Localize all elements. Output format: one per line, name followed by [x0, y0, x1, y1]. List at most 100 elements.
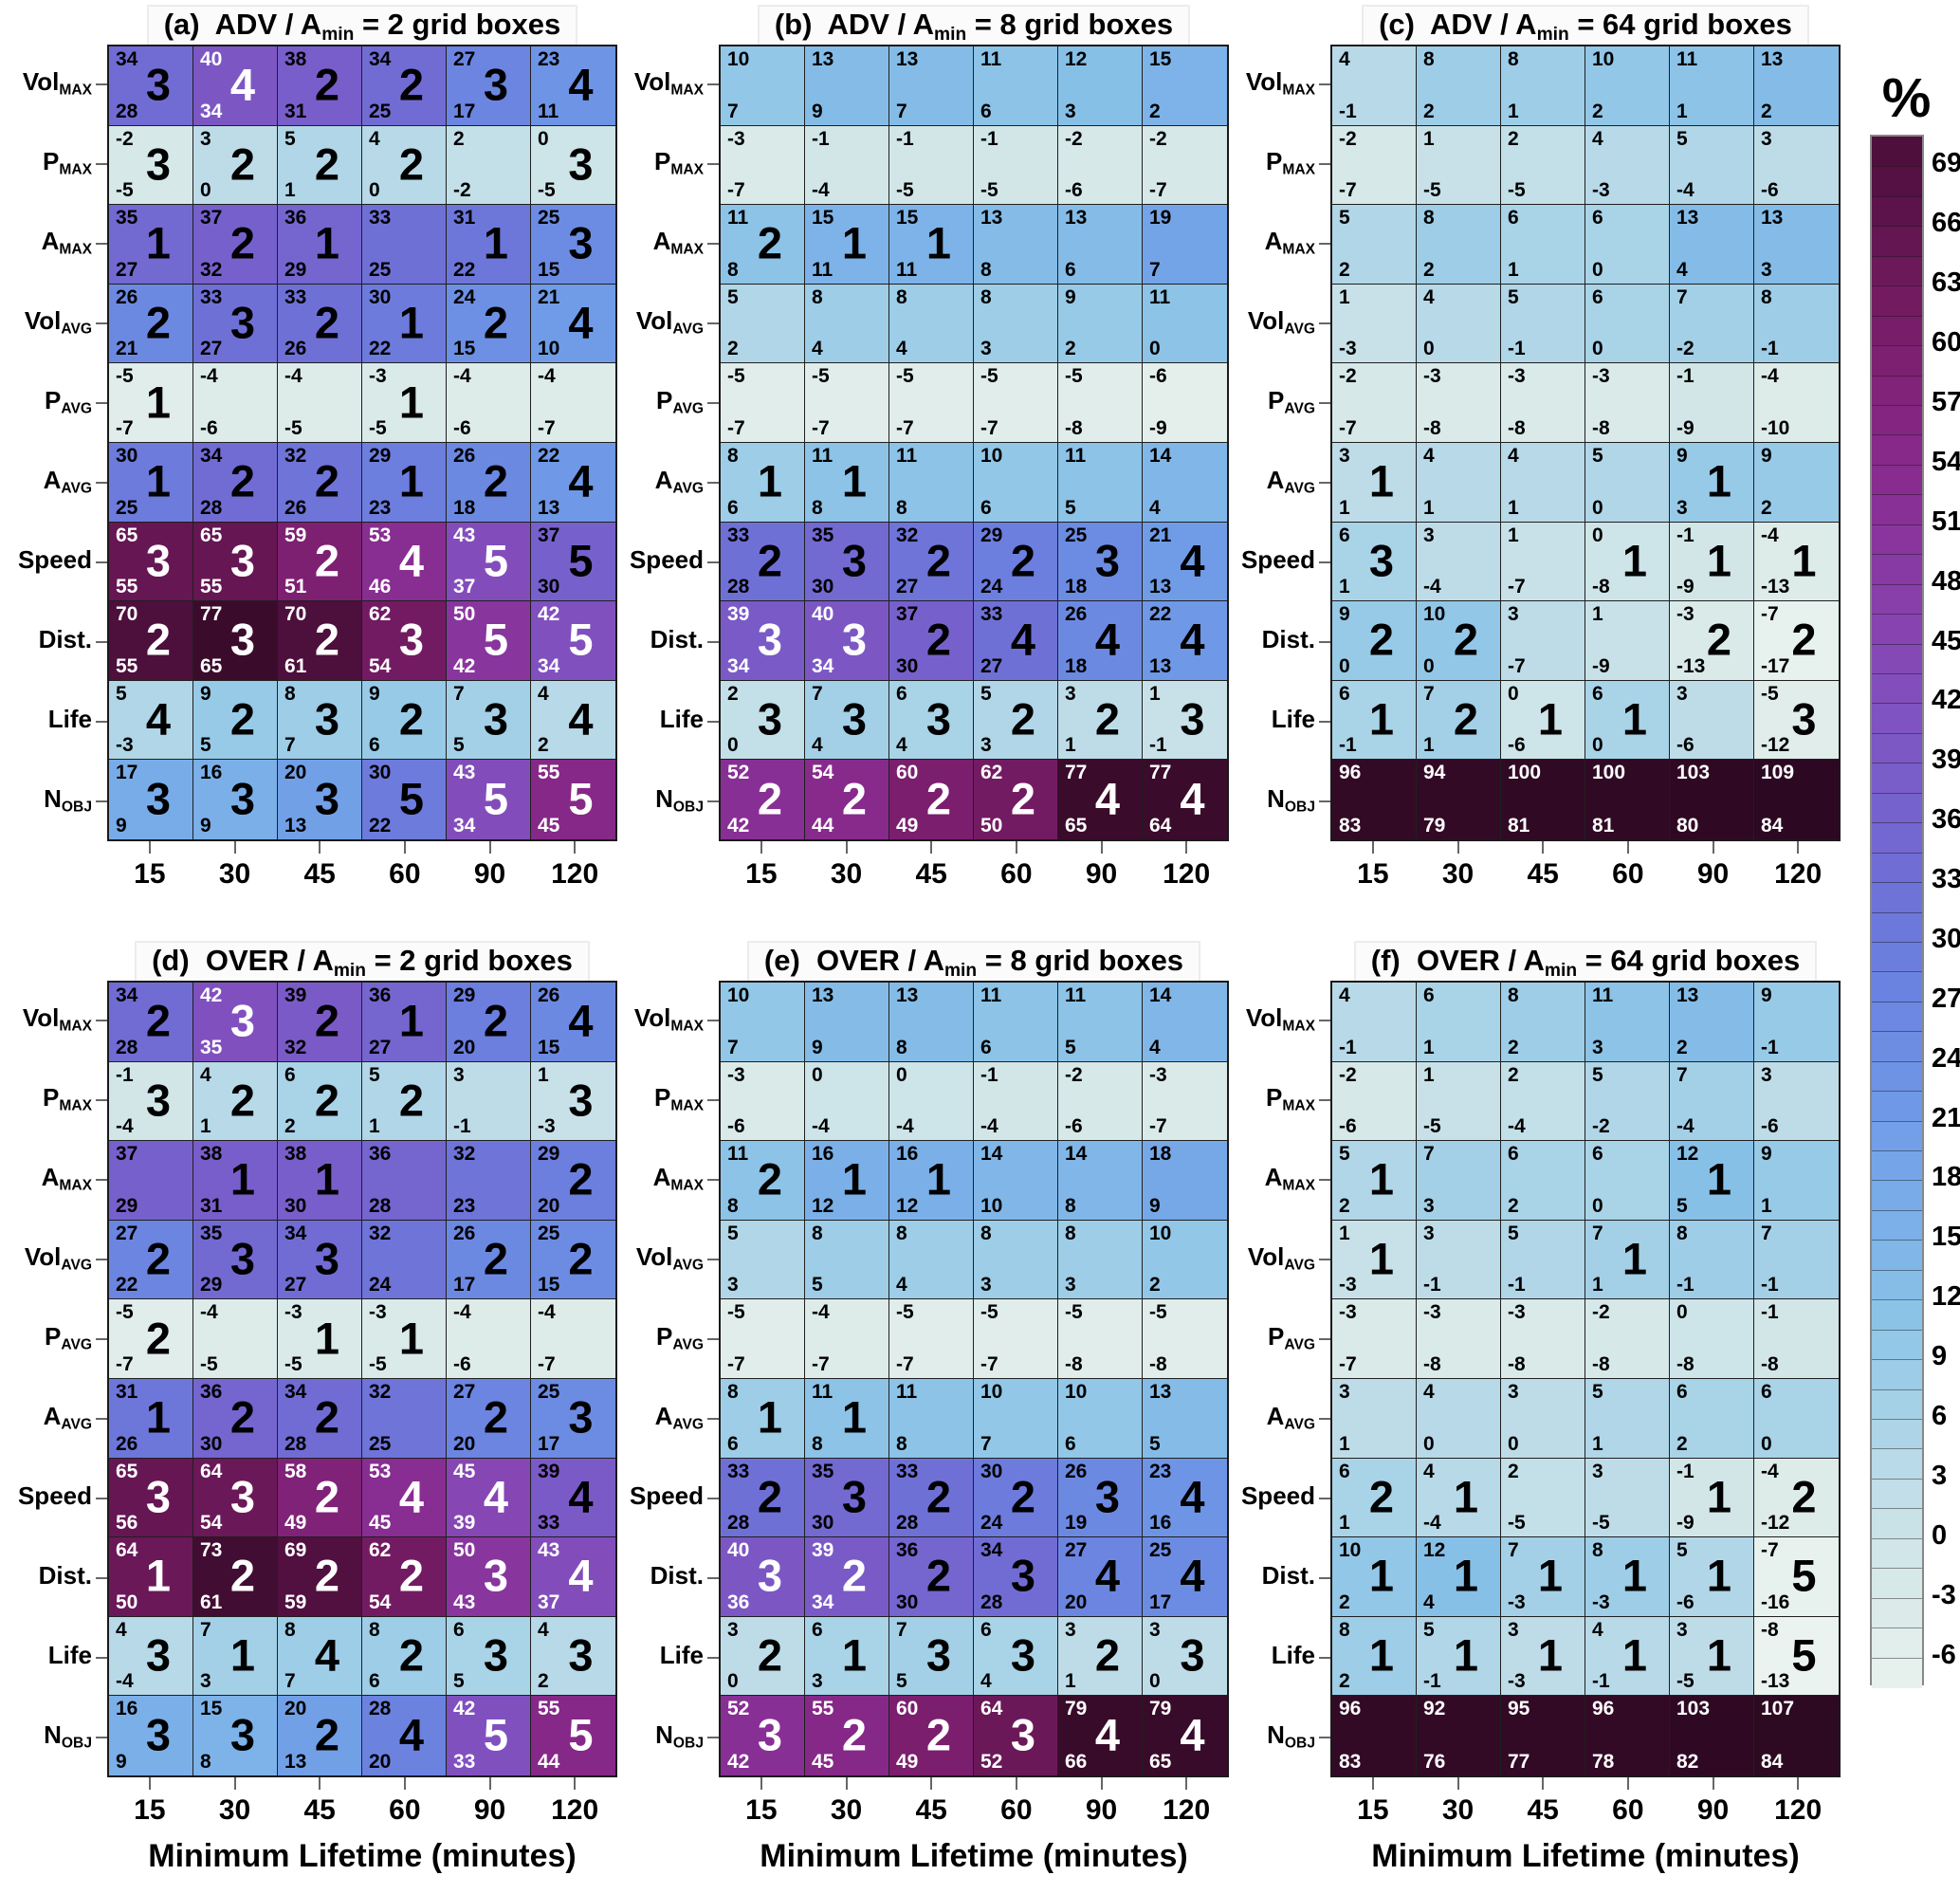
cell-top-value: 21: [538, 285, 560, 308]
heatmap-cell: 23 4 11: [531, 46, 615, 126]
cell-center-rank: 2: [757, 535, 783, 586]
cell-bottom-value: 20: [453, 1036, 476, 1058]
cell-bottom-value: 49: [896, 1750, 919, 1773]
cell-bottom-value: 24: [980, 1512, 1003, 1535]
heatmap-cell: -1 -4: [974, 1061, 1058, 1142]
cell-center-rank: 1: [314, 217, 340, 268]
cell-top-value: -4: [538, 365, 556, 388]
cell-top-value: 69: [284, 1539, 307, 1562]
cell-top-value: 26: [453, 444, 476, 467]
cell-bottom-value: 23: [453, 1194, 476, 1217]
heatmap-cell: 27 2 22: [109, 1220, 193, 1300]
heatmap-cell: 32 23: [447, 1141, 531, 1221]
row-label-vol-max: VolMAX: [633, 1003, 704, 1035]
x-tick-label: 30: [830, 858, 863, 890]
cell-bottom-value: 3: [200, 1670, 211, 1693]
x-tick-label: 90: [473, 1794, 506, 1826]
heatmap-cell: 2 -5: [1501, 125, 1585, 206]
cell-top-value: 3: [1676, 1618, 1688, 1641]
cell-bottom-value: -8: [1065, 1352, 1083, 1375]
cell-bottom-value: -1: [1508, 1274, 1526, 1296]
cell-top-value: 6: [1676, 1380, 1688, 1403]
cell-top-value: -1: [116, 1063, 134, 1086]
cell-bottom-value: 3: [812, 1670, 823, 1693]
heatmap-cell: 32 25: [362, 1378, 447, 1459]
heatmap-cell: 16 1 12: [889, 1141, 974, 1221]
cell-bottom-value: 1: [1676, 100, 1688, 122]
cell-bottom-value: 29: [116, 1194, 138, 1217]
heatmap-cell: 77 3 65: [193, 601, 278, 681]
cell-bottom-value: 84: [1761, 1750, 1784, 1773]
x-tick-label: 120: [551, 858, 599, 890]
cell-bottom-value: -3: [116, 734, 134, 757]
cell-top-value: 10: [980, 1380, 1003, 1403]
colorbar-segment: [1872, 1657, 1922, 1688]
cell-bottom-value: 7: [896, 100, 907, 122]
colorbar-segment: [1872, 1299, 1922, 1331]
cell-bottom-value: 3: [980, 1274, 992, 1296]
colorbar-segment: [1872, 375, 1922, 406]
heatmap-cell: 4 -3: [1585, 125, 1670, 206]
y-tick-mark: [1319, 243, 1330, 245]
colorbar-tick-label: 24: [1932, 1042, 1960, 1074]
heatmap-cell: 43 4 37: [531, 1537, 615, 1617]
cell-bottom-value: 49: [284, 1512, 307, 1535]
heatmap-cell: 34 2 28: [278, 1378, 362, 1459]
cell-bottom-value: 3: [1065, 1274, 1076, 1296]
heatmap-cell: -3 1 -5: [278, 1299, 362, 1379]
y-tick-mark: [96, 721, 107, 723]
cell-center-rank: 4: [1010, 614, 1036, 665]
cell-top-value: 31: [116, 1380, 138, 1403]
cell-center-rank: 2: [1791, 614, 1817, 665]
cell-center-rank: 1: [925, 1153, 952, 1204]
cell-top-value: 28: [369, 1698, 392, 1720]
cell-top-value: 1: [1339, 285, 1350, 308]
heatmap-cell: 1 -9: [1585, 601, 1670, 681]
cell-top-value: 42: [453, 1698, 476, 1720]
cell-top-value: 4: [538, 682, 549, 705]
heatmap-cell: 33 2 28: [721, 522, 805, 602]
cell-top-value: 4: [200, 1063, 211, 1086]
cell-bottom-value: -1: [453, 1115, 471, 1138]
heatmap-cell: -1 1 -9: [1670, 522, 1754, 602]
colorbar-segment: [1872, 285, 1922, 317]
heatmap-cell: 0 1 -6: [1501, 680, 1585, 761]
heatmap-cell: 11 2 8: [721, 205, 805, 285]
cell-top-value: 6: [1339, 682, 1350, 705]
cell-bottom-value: 54: [369, 654, 392, 677]
cell-bottom-value: 2: [1339, 1194, 1350, 1217]
cell-bottom-value: -5: [116, 179, 134, 202]
cell-bottom-value: -4: [812, 1115, 830, 1138]
x-tick-mark: [1542, 1777, 1545, 1790]
heatmap-cell: 9 -1: [1754, 983, 1839, 1062]
colorbar-segment: [1872, 315, 1922, 347]
heatmap-cell: 13 8: [889, 983, 974, 1062]
cell-top-value: 3: [1339, 1380, 1350, 1403]
cell-center-rank: 1: [229, 1629, 256, 1681]
cell-bottom-value: -2: [1676, 338, 1694, 360]
cell-bottom-value: 1: [1423, 1036, 1435, 1058]
cell-bottom-value: -7: [727, 1352, 745, 1375]
cell-bottom-value: 81: [1592, 814, 1615, 837]
heatmap-cell: 27 2 20: [447, 1378, 531, 1459]
cell-bottom-value: 1: [1065, 734, 1076, 757]
heatmap-cell: 65 3 55: [109, 522, 193, 602]
cell-center-rank: 1: [841, 1391, 868, 1443]
heatmap-cell: 0 1 -8: [1585, 522, 1670, 602]
cell-top-value: -5: [727, 1301, 745, 1324]
cell-bottom-value: -5: [369, 416, 387, 439]
cell-top-value: 11: [727, 1143, 749, 1166]
heatmap-cell: 37 5 30: [531, 522, 615, 602]
cell-center-rank: 1: [757, 455, 783, 506]
cell-top-value: 8: [1676, 1222, 1688, 1244]
y-tick-mark: [707, 322, 719, 324]
cell-center-rank: 1: [1368, 1153, 1395, 1204]
